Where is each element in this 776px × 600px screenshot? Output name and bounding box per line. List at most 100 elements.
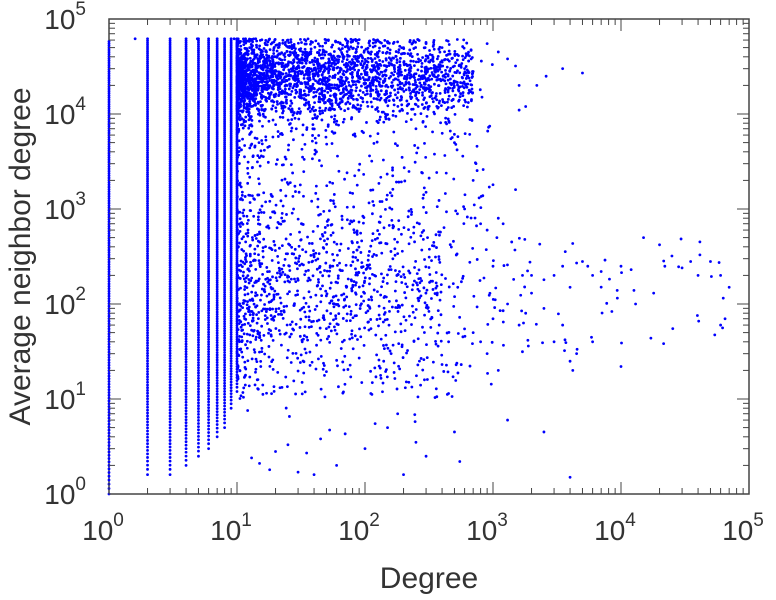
data-point: [168, 110, 172, 114]
data-point: [207, 415, 211, 418]
data-point: [168, 311, 172, 315]
data-point: [146, 116, 149, 120]
data-point: [277, 74, 281, 78]
data-point: [197, 279, 200, 282]
data-point: [446, 39, 450, 43]
data-point: [146, 93, 149, 97]
data-point: [356, 41, 360, 45]
data-point: [215, 296, 219, 300]
data-point: [223, 297, 227, 301]
data-point: [184, 305, 188, 309]
data-point: [245, 303, 249, 307]
data-point: [107, 382, 111, 386]
data-point: [197, 171, 200, 175]
data-point: [395, 61, 399, 64]
data-point: [256, 317, 260, 320]
data-point: [443, 50, 446, 54]
data-point: [229, 261, 233, 265]
data-point: [146, 164, 149, 168]
data-point: [146, 344, 149, 347]
data-point: [184, 200, 188, 204]
data-point: [251, 58, 255, 62]
data-point: [377, 49, 381, 53]
data-point: [184, 47, 188, 51]
data-point: [453, 113, 457, 116]
data-point: [298, 69, 301, 73]
data-point: [300, 41, 303, 44]
data-point: [296, 41, 300, 45]
data-point: [107, 366, 111, 370]
data-point: [346, 107, 350, 111]
data-point: [393, 70, 397, 73]
data-point: [215, 267, 219, 271]
data-point: [287, 87, 291, 91]
data-point: [260, 81, 264, 84]
data-point: [223, 148, 227, 152]
data-point: [184, 418, 188, 422]
data-point: [254, 335, 258, 339]
data-point: [146, 64, 149, 68]
data-point: [207, 144, 211, 148]
data-point: [184, 211, 188, 215]
data-point: [168, 41, 172, 45]
data-point: [168, 93, 172, 97]
data-point: [430, 91, 434, 95]
data-point: [363, 69, 366, 73]
data-point: [184, 77, 188, 81]
data-point: [107, 239, 111, 242]
data-point: [146, 423, 149, 427]
data-point: [107, 190, 111, 194]
data-point: [432, 47, 436, 51]
data-point: [229, 308, 233, 312]
data-point: [456, 332, 460, 335]
data-point: [184, 111, 188, 114]
data-point: [168, 467, 172, 471]
data-point: [424, 65, 428, 69]
data-point: [406, 73, 409, 77]
data-point: [146, 62, 149, 65]
data-point: [408, 48, 412, 52]
data-point: [249, 72, 253, 76]
data-point: [420, 279, 423, 283]
data-point: [235, 385, 239, 389]
data-point: [241, 110, 244, 114]
data-point: [229, 288, 233, 292]
data-point: [400, 103, 404, 107]
data-point: [235, 281, 239, 285]
data-point: [215, 287, 219, 291]
data-point: [314, 68, 318, 72]
data-point: [184, 265, 188, 269]
data-point: [424, 265, 428, 269]
data-point: [215, 133, 219, 137]
data-point: [107, 96, 111, 100]
data-point: [362, 221, 365, 225]
data-point: [146, 367, 149, 371]
data-point: [256, 160, 259, 164]
data-point: [374, 61, 378, 64]
data-point: [409, 235, 413, 239]
data-point: [215, 183, 219, 187]
data-point: [235, 259, 239, 263]
data-point: [168, 364, 172, 368]
data-point: [229, 359, 233, 363]
data-point: [274, 310, 278, 314]
data-point: [168, 114, 172, 118]
data-point: [223, 269, 227, 272]
data-point: [207, 221, 211, 225]
data-point: [318, 44, 322, 48]
data-point: [255, 43, 258, 47]
data-point: [207, 392, 211, 395]
data-point: [362, 344, 366, 347]
data-point: [283, 58, 287, 62]
data-point: [207, 355, 211, 359]
data-point: [197, 125, 200, 129]
data-point: [146, 114, 149, 118]
data-point: [197, 210, 200, 213]
data-point: [303, 347, 307, 351]
data-point: [332, 318, 335, 322]
data-point: [215, 169, 219, 173]
data-point: [336, 263, 339, 267]
data-point: [107, 156, 111, 159]
data-point: [265, 50, 268, 54]
data-point: [259, 51, 263, 55]
